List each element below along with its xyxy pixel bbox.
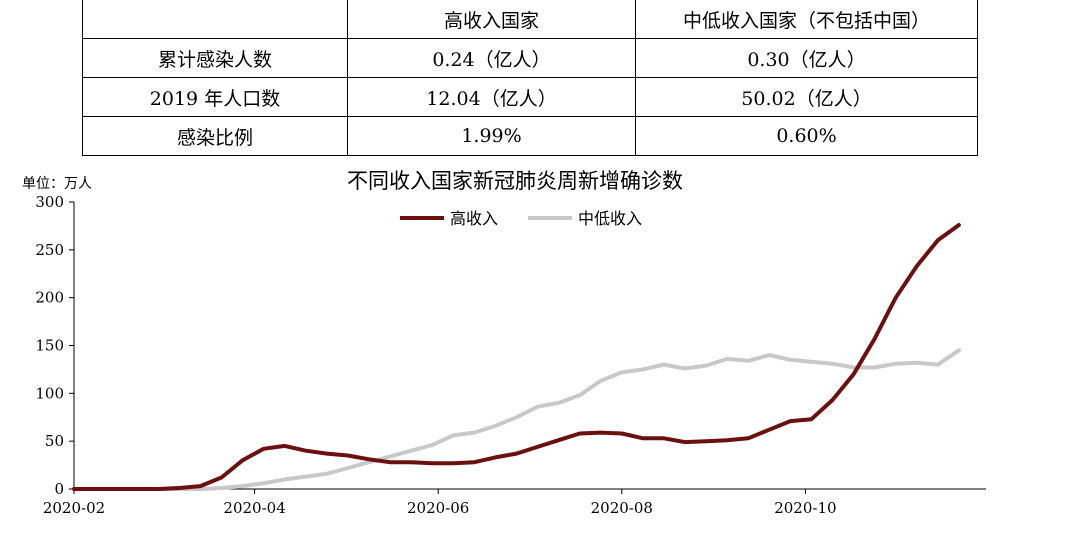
y-tick-label: 0 (54, 480, 64, 498)
y-tick-label: 100 (35, 384, 64, 402)
y-tick-label: 150 (35, 337, 64, 355)
summary-table: 高收入国家 中低收入国家（不包括中国） 累计感染人数 0.24（亿人） 0.30… (82, 0, 978, 156)
table-header-cell (82, 0, 348, 39)
legend-label: 高收入 (450, 209, 498, 228)
x-tick-label: 2020-08 (591, 499, 653, 517)
unit-label: 单位：万人 (22, 176, 92, 192)
table-cell: 50.02（亿人） (635, 77, 978, 117)
series-line (72, 348, 961, 491)
y-tick-label: 200 (35, 289, 64, 307)
x-tick-label: 2020-06 (407, 499, 469, 517)
legend-label: 中低收入 (578, 209, 642, 228)
x-tick-label: 2020-02 (43, 499, 105, 517)
table-row: 2019 年人口数 12.04（亿人） 50.02（亿人） (82, 77, 978, 117)
chart-title: 不同收入国家新冠肺炎周新增确诊数 (347, 169, 683, 193)
table-header-row: 高收入国家 中低收入国家（不包括中国） (82, 0, 978, 39)
series-line (72, 223, 961, 491)
chart-series (72, 223, 961, 491)
table-cell: 0.60% (635, 116, 978, 156)
table-header-cell: 高收入国家 (347, 0, 636, 39)
chart-legend: 高收入 中低收入 (400, 209, 642, 228)
table-cell: 0.30（亿人） (635, 38, 978, 78)
table-cell: 0.24（亿人） (347, 38, 636, 78)
table-cell: 12.04（亿人） (347, 77, 636, 117)
chart-axes: 0 50 100 150 200 250 300 2020-02 2020-04 2020-06 2… (35, 193, 986, 517)
table-cell: 感染比例 (82, 116, 348, 156)
y-tick-label: 300 (35, 193, 64, 211)
line-chart: 不同收入国家新冠肺炎周新增确诊数 单位：万人 0 50 100 150 200 250 30… (22, 169, 986, 517)
x-tick-label: 2020-04 (223, 499, 285, 517)
table-cell: 累计感染人数 (82, 38, 348, 78)
table-row: 累计感染人数 0.24（亿人） 0.30（亿人） (82, 38, 978, 78)
x-tick-label: 2020-10 (774, 499, 836, 517)
table-row: 感染比例 1.99% 0.60% (82, 116, 978, 156)
y-tick-label: 50 (45, 432, 64, 450)
y-tick-label: 250 (35, 241, 64, 259)
table-cell: 2019 年人口数 (82, 77, 348, 117)
table-cell: 1.99% (347, 116, 636, 156)
table-header-cell: 中低收入国家（不包括中国） (635, 0, 978, 39)
